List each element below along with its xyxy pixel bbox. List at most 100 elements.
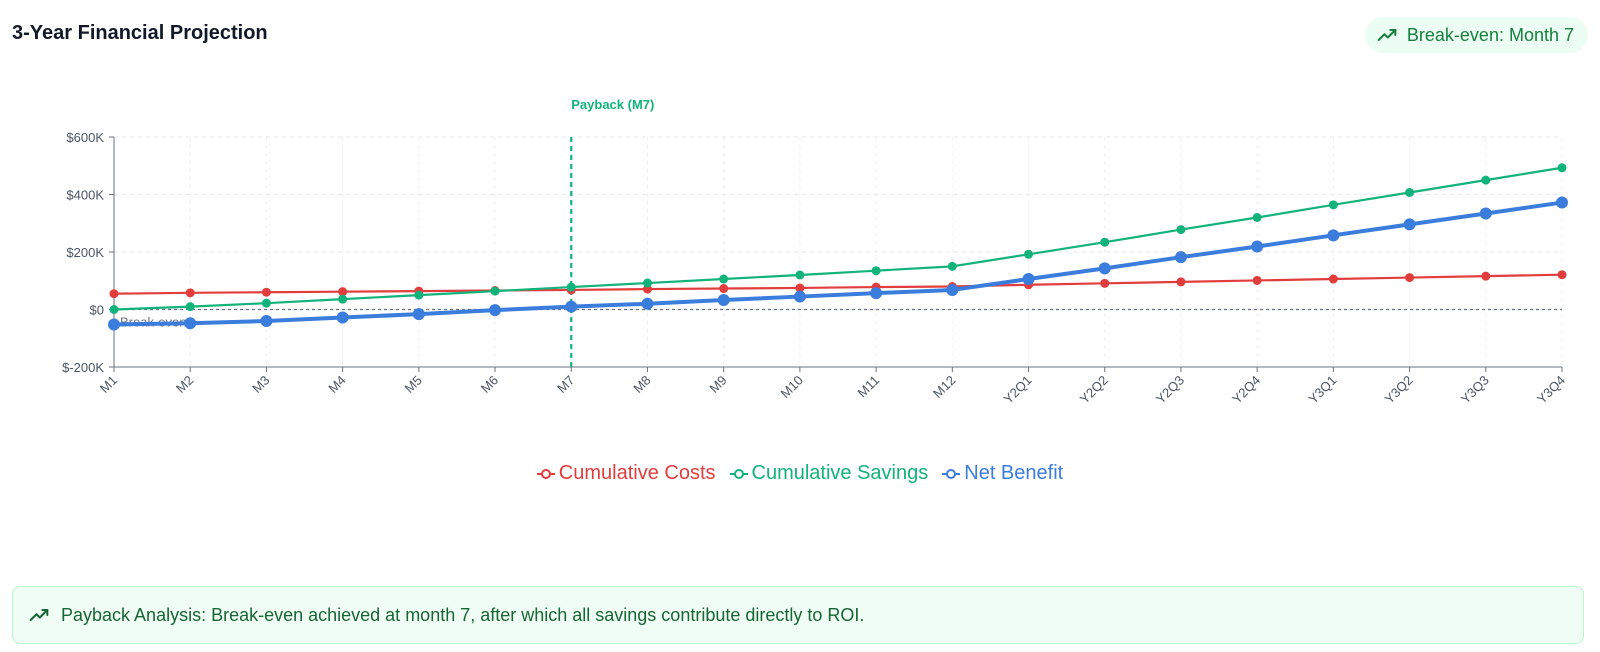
chart-series [108,163,1568,331]
costs-point [1328,274,1338,284]
net-benefit-point [1556,196,1568,209]
savings-point [1405,187,1415,197]
savings-point [1176,225,1186,235]
x-tick-label: M11 [854,373,882,401]
savings-point [109,305,119,314]
chart-axes: $-200K $0 $200K $400K $600K M1 M2 M3 M4 M5 M6 M7 M8 M… [62,130,1568,407]
net-benefit-point [793,290,806,303]
savings-point [1557,163,1567,173]
costs-point [1405,273,1415,283]
legend-swatch [729,468,748,479]
costs-point [719,284,729,294]
legend-label: Cumulative Costs [558,462,716,484]
savings-point [490,286,500,296]
net-benefit-point [184,317,197,330]
costs-point [795,283,805,293]
net-benefit-point [717,294,730,307]
trending-up-icon [1377,25,1397,45]
savings-point [947,261,957,271]
net-benefit-point [641,297,654,310]
y-tick-label: $-200K [62,360,104,375]
payback-analysis-text: Payback Analysis: Break-even achieved at… [61,604,865,625]
financial-projection-chart: $-200K $0 $200K $400K $600K M1 M2 M3 M4 M5 M6 M7 M8 M… [62,97,1568,407]
costs-point [261,287,271,297]
net-benefit-point [108,318,120,331]
x-tick-label: Y3Q2 [1382,373,1416,407]
savings-point [566,282,576,292]
x-tick-label: M8 [630,373,653,396]
net-benefit-point [260,315,273,327]
page-title: 3-Year Financial Projection [12,22,268,44]
legend-label: Cumulative Savings [751,462,929,484]
costs-point [338,287,348,297]
savings-point [1328,200,1338,210]
y-tick-label: $400K [66,188,104,203]
x-tick-label: M5 [402,373,425,396]
net-benefit-point [412,308,425,321]
savings-point [871,266,881,276]
x-tick-label: M1 [97,373,120,396]
savings-point [185,302,195,312]
costs-point [185,288,195,298]
net-benefit-point [1327,229,1340,242]
costs-point [1481,271,1491,281]
savings-point [642,278,652,288]
payback-label: Payback (M7) [571,97,654,112]
costs-point [1557,270,1567,280]
x-tick-label: M7 [554,373,577,396]
costs-line [113,273,1563,295]
net-benefit-point [946,283,959,296]
break-even-badge: Break-even: Month 7 [1364,17,1588,53]
legend-label: Net Benefit [964,462,1064,484]
legend-item[interactable]: Net Benefit [942,462,1063,485]
x-tick-label: M4 [325,373,348,396]
x-tick-label: Y2Q1 [1001,373,1035,407]
x-tick-label: Y2Q3 [1153,373,1187,407]
legend-swatch [536,468,555,479]
x-tick-label: M10 [778,373,806,401]
savings-line [113,166,1563,311]
savings-point [414,290,424,300]
net-benefit-point [336,311,349,324]
net-benefit-line [113,200,1563,327]
chart-legend: Cumulative Costs Cumulative Savings Net Be… [0,462,1600,485]
savings-point [1481,175,1491,185]
legend-swatch [942,468,961,479]
net-benefit-point [1022,273,1035,286]
x-tick-label: Y3Q1 [1305,373,1339,407]
net-benefit-point [1174,251,1187,264]
net-benefit-point [565,300,578,313]
net-benefit-point [1251,240,1264,253]
costs-point [1252,275,1262,285]
net-benefit-point [1403,218,1416,231]
net-benefit-point [1098,262,1111,275]
chart-grid [113,136,1563,368]
x-tick-label: M3 [249,373,272,396]
savings-point [1024,249,1034,259]
legend-item[interactable]: Cumulative Savings [729,462,929,485]
costs-point [109,289,119,299]
y-tick-label: $600K [66,130,104,145]
savings-point [719,274,729,284]
costs-point [1176,277,1186,287]
savings-point [261,298,271,308]
savings-point [1252,213,1262,222]
legend-item[interactable]: Cumulative Costs [536,462,716,485]
x-tick-label: M12 [930,373,958,401]
break-even-badge-label: Break-even: Month 7 [1406,24,1574,45]
x-tick-label: Y2Q2 [1077,373,1111,407]
net-benefit-point [1479,207,1492,220]
x-tick-label: M2 [173,373,196,396]
net-benefit-point [489,304,502,317]
savings-point [1100,237,1110,247]
x-tick-label: M6 [478,373,501,396]
trending-up-icon [29,605,49,625]
x-tick-label: Y3Q3 [1458,373,1492,407]
savings-point [795,270,805,280]
payback-analysis-note: Payback Analysis: Break-even achieved at… [12,586,1584,644]
costs-point [1100,278,1110,288]
net-benefit-point [870,287,883,300]
x-tick-label: M9 [706,373,729,396]
y-tick-label: $200K [66,245,104,260]
